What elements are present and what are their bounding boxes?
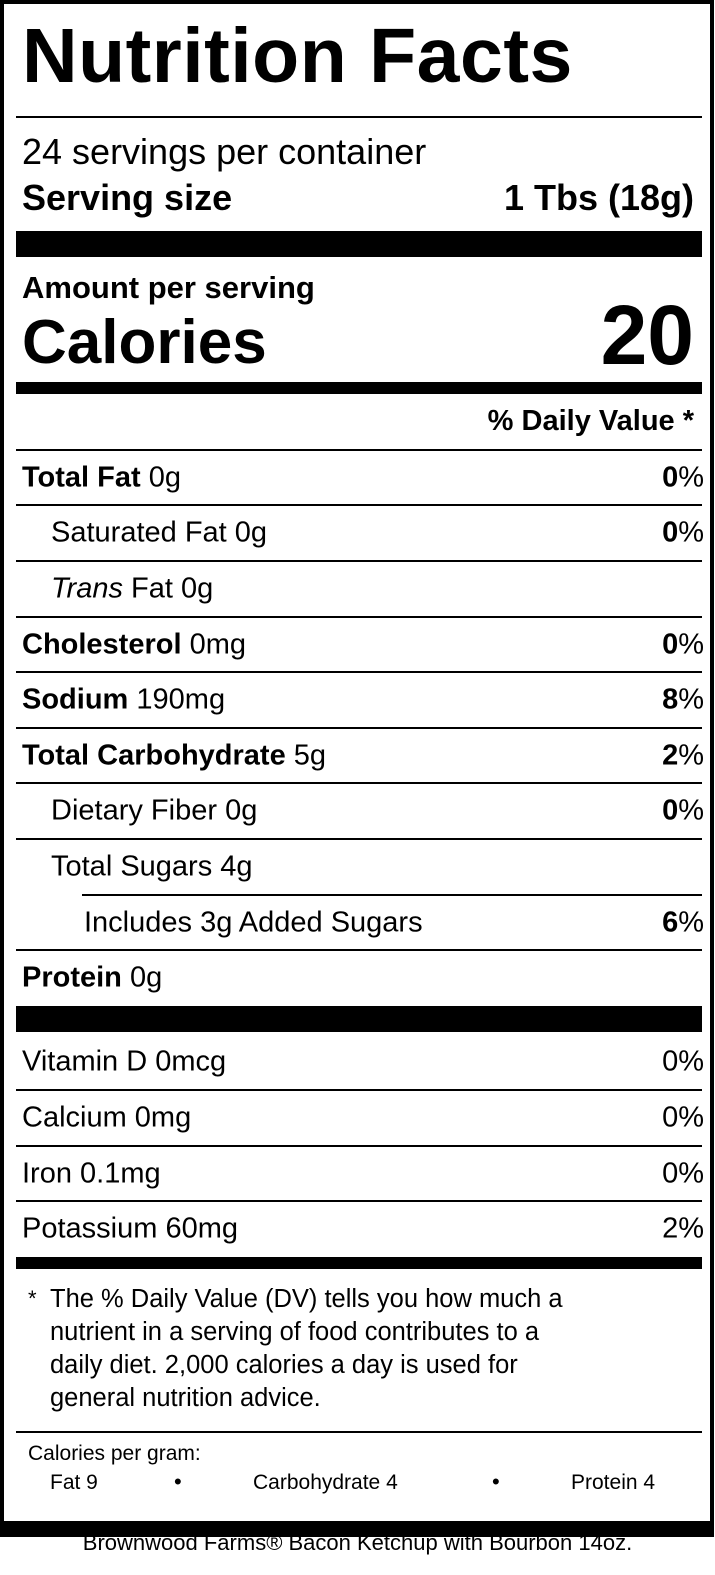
nutrient-dv-percent: %: [678, 794, 704, 827]
row-divider: [16, 1089, 702, 1091]
row-divider: [16, 727, 702, 729]
serving-thick-bar: [16, 231, 702, 257]
nutrient-amount: 190mg: [136, 683, 226, 716]
vitamin-row-calcium: Calcium 0mg 0%: [22, 1090, 704, 1146]
vitamin-text: Iron 0.1mg: [22, 1157, 161, 1190]
nutrient-dv-number: 0: [662, 794, 679, 827]
vitamin-text: Calcium 0mg: [22, 1101, 192, 1134]
row-divider: [16, 560, 702, 562]
nutrient-row-trans-fat: Trans Fat 0g: [22, 561, 704, 617]
calories-label: Calories: [22, 308, 267, 377]
calories-value: 20: [600, 288, 694, 382]
nutrient-row-total-carbohydrate: Total Carbohydrate 5g 2%: [22, 728, 704, 784]
vitamin-dv: 2%: [662, 1212, 704, 1245]
row-divider: [16, 949, 702, 951]
nutrient-amount: 0mg: [189, 628, 247, 661]
footnote-line: The % Daily Value (DV) tells you how muc…: [50, 1285, 563, 1313]
footnote-divider: [16, 1431, 702, 1433]
nutrient-row-sodium: Sodium 190mg 8%: [22, 672, 704, 728]
row-divider: [16, 504, 702, 506]
nutrient-name: Fat: [131, 572, 173, 605]
nutrient-amount: 0g: [234, 516, 268, 549]
serving-size-label: Serving size: [22, 177, 233, 218]
cpg-carbohydrate: Carbohydrate 4: [253, 1471, 398, 1494]
row-divider: [16, 671, 702, 673]
servings-per-container: 24 servings per container: [22, 131, 427, 172]
nutrient-dv-number: 8: [662, 683, 679, 716]
amount-per-serving: Amount per serving: [22, 270, 315, 305]
nutrient-row-total-fat: Total Fat 0g 0%: [22, 450, 704, 506]
row-divider: [16, 616, 702, 618]
cpg-fat: Fat 9: [50, 1471, 98, 1494]
nutrient-dv-percent: %: [678, 628, 704, 661]
vitamin-text: Vitamin D 0mcg: [22, 1045, 227, 1078]
footnote-asterisk: *: [28, 1286, 37, 1311]
nutrient-row-added-sugars: Includes 3g Added Sugars 6%: [22, 895, 704, 951]
nutrient-name: Protein: [22, 961, 122, 994]
bullet-separator: •: [174, 1469, 182, 1494]
nutrient-name: Sodium: [22, 683, 129, 716]
cpg-protein: Protein 4: [571, 1471, 656, 1494]
vitamins-thick-bar: [16, 1257, 702, 1269]
nutrient-row-cholesterol: Cholesterol 0mg 0%: [22, 617, 704, 673]
nutrient-dv-percent: %: [678, 683, 704, 716]
nutrient-dv-number: 6: [662, 906, 679, 939]
nutrient-dv-number: 2: [662, 739, 679, 772]
bullet-separator: •: [492, 1469, 500, 1494]
nutrient-dv-percent: %: [678, 739, 704, 772]
footnote-line: nutrient in a serving of food contribute…: [50, 1318, 540, 1346]
title-divider: [16, 116, 702, 118]
nutrient-amount: 0g: [225, 794, 258, 827]
nutrient-amount: 0g: [148, 461, 182, 494]
serving-size-value: 1 Tbs (18g): [503, 177, 694, 218]
nutrient-dv-number: 0: [662, 516, 679, 549]
nutrient-name: Dietary Fiber: [51, 794, 217, 827]
vitamin-row-iron: Iron 0.1mg 0%: [22, 1146, 704, 1202]
dv-divider: [16, 449, 702, 451]
footnote-line: daily diet. 2,000 calories a day is used…: [50, 1351, 518, 1379]
nutrient-name: Includes 3g Added Sugars: [84, 906, 423, 939]
nutrient-name: Total Fat: [22, 461, 141, 494]
vitamin-row-potassium: Potassium 60mg 2%: [22, 1201, 704, 1257]
nutrient-name: Saturated Fat: [51, 516, 227, 549]
nutrient-amount: 4g: [220, 850, 253, 883]
row-divider-indented: [82, 894, 702, 896]
product-caption: Brownwood Farms® Bacon Ketchup with Bour…: [82, 1530, 633, 1555]
nutrient-name: Total Sugars: [51, 850, 213, 883]
vitamin-text: Potassium 60mg: [22, 1212, 238, 1245]
vitamin-dv: 0%: [662, 1045, 704, 1078]
nutrient-name: Cholesterol: [22, 628, 182, 661]
label-title: Nutrition Facts: [22, 13, 573, 99]
nutrient-amount: 0g: [129, 961, 163, 994]
nutrient-dv-number: 0: [662, 628, 679, 661]
nutrient-dv-number: 0: [662, 461, 679, 494]
vitamin-row-vitamin-d: Vitamin D 0mcg 0%: [22, 1034, 704, 1090]
row-divider: [16, 1200, 702, 1202]
calories-per-gram-label: Calories per gram:: [28, 1442, 201, 1465]
nutrition-label: Nutrition Facts 24 servings per containe…: [0, 0, 714, 1537]
vitamin-dv: 0%: [662, 1101, 704, 1134]
nutrient-row-total-sugars: Total Sugars 4g: [22, 839, 704, 895]
nutrient-dv-percent: %: [678, 516, 704, 549]
row-divider: [16, 782, 702, 784]
footnote-line: general nutrition advice.: [50, 1384, 321, 1412]
vitamin-dv: 0%: [662, 1157, 704, 1190]
nutrient-row-saturated-fat: Saturated Fat 0g 0%: [22, 505, 704, 561]
protein-thick-bar: [16, 1006, 702, 1032]
footnote-text: The % Daily Value (DV) tells you how muc…: [50, 1283, 563, 1415]
row-divider: [16, 1145, 702, 1147]
nutrient-amount: 5g: [293, 739, 327, 772]
nutrient-name-italic: Trans: [51, 572, 123, 605]
nutrient-amount: 0g: [181, 572, 214, 605]
nutrient-dv-percent: %: [678, 461, 704, 494]
calories-thick-bar: [16, 382, 702, 394]
nutrient-row-protein: Protein 0g: [22, 950, 704, 1006]
nutrient-row-dietary-fiber: Dietary Fiber 0g 0%: [22, 783, 704, 839]
daily-value-header: % Daily Value *: [487, 405, 694, 437]
row-divider: [16, 838, 702, 840]
nutrient-name: Total Carbohydrate: [22, 739, 286, 772]
nutrient-dv-percent: %: [678, 906, 704, 939]
